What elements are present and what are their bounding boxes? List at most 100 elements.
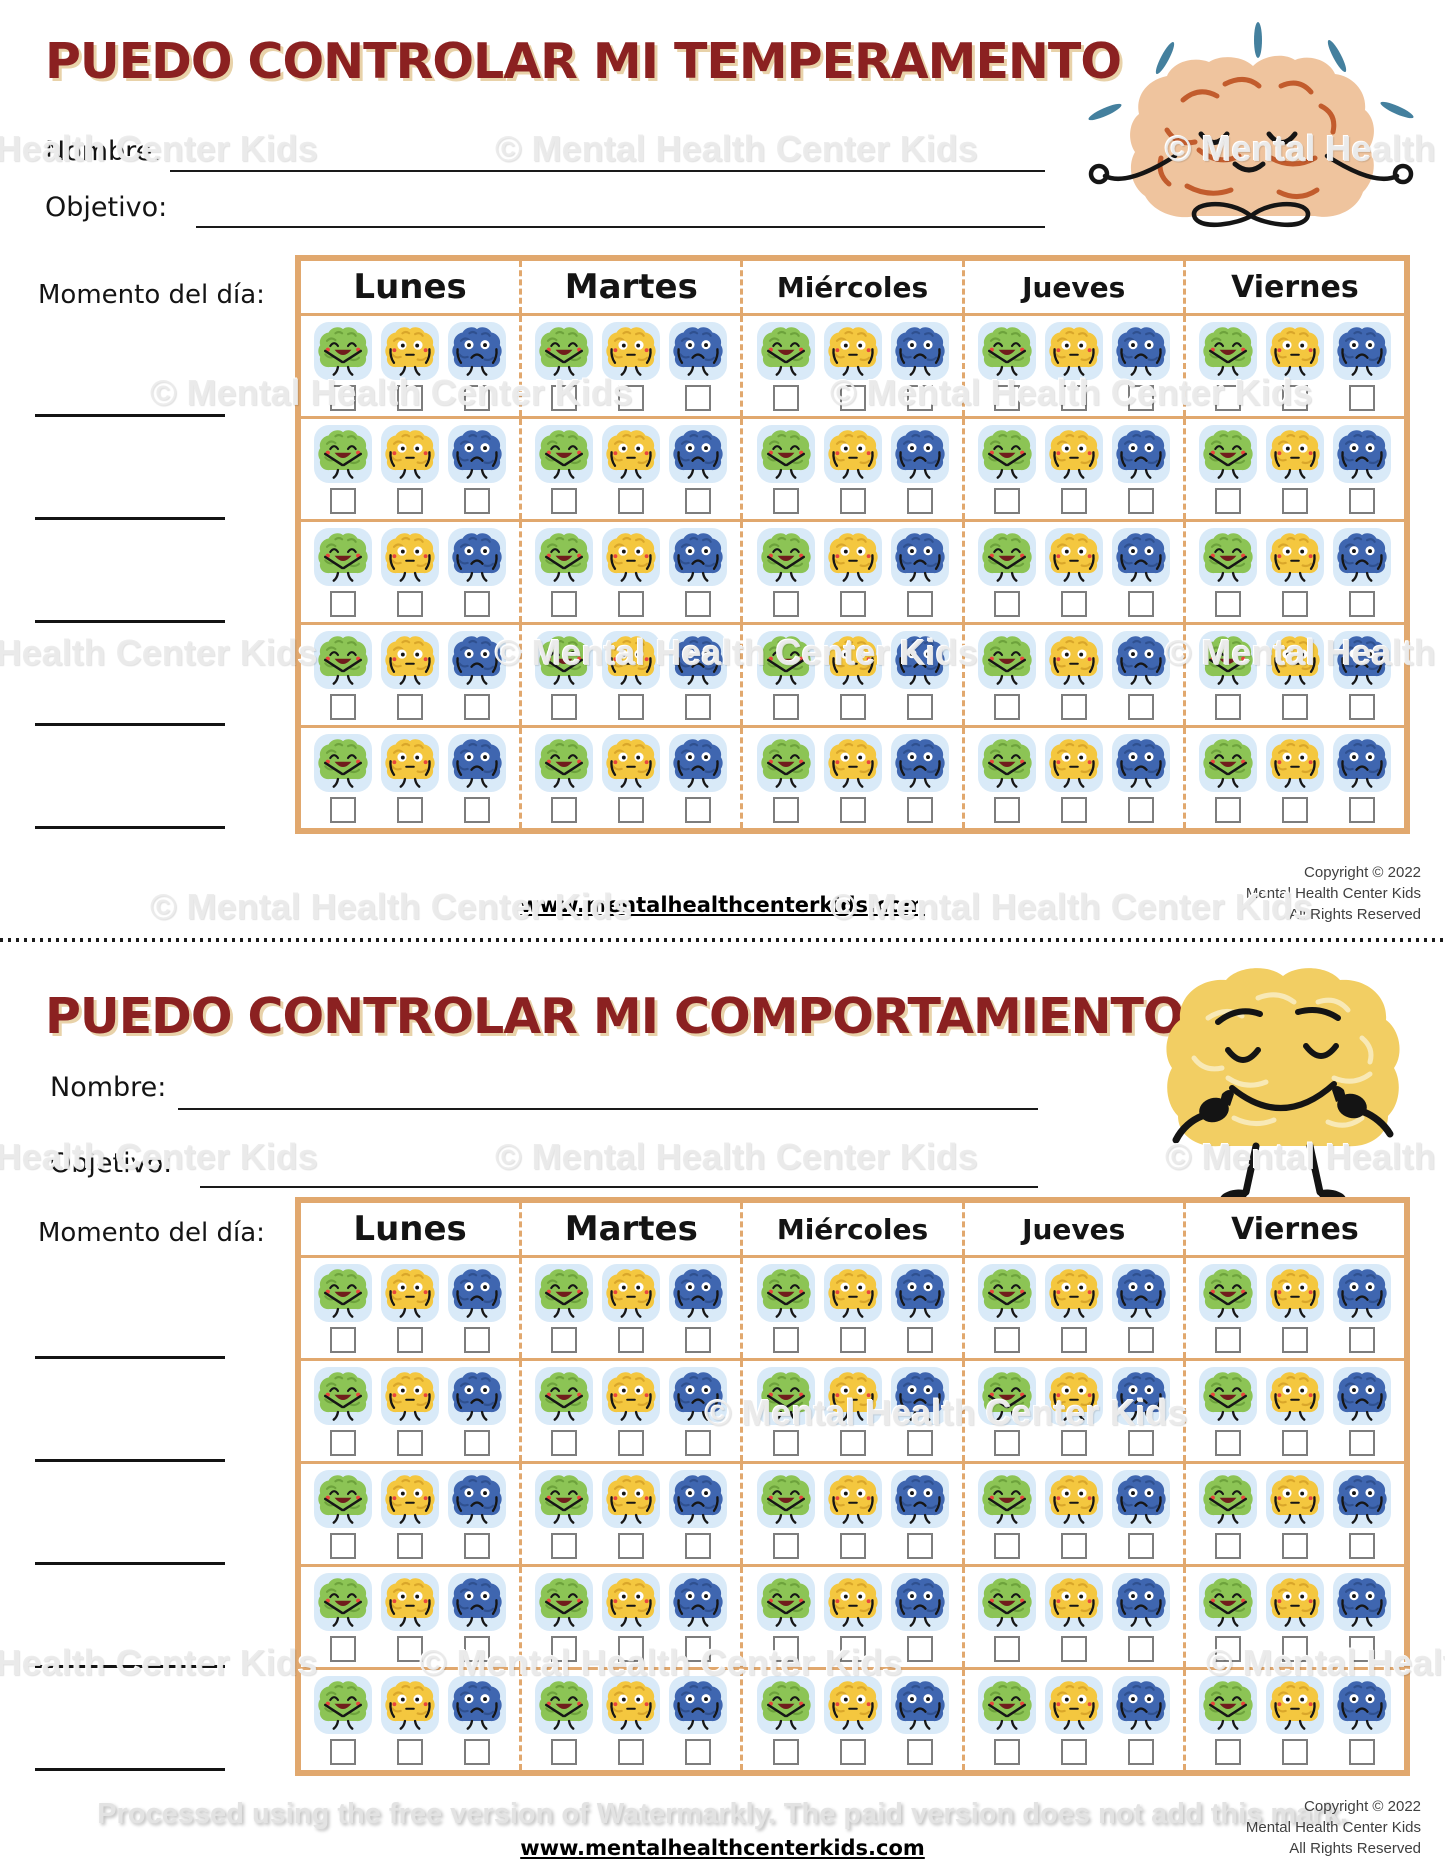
neutral-brain-checkbox[interactable] [397, 590, 424, 617]
happy-brain-checkbox[interactable] [993, 796, 1020, 823]
happy-brain-checkbox[interactable] [1214, 1738, 1241, 1765]
neutral-brain-checkbox[interactable] [1281, 1738, 1308, 1765]
sad-brain-checkbox[interactable] [464, 384, 491, 411]
sad-brain-checkbox[interactable] [464, 590, 491, 617]
neutral-brain-checkbox[interactable] [839, 590, 866, 617]
happy-brain-checkbox[interactable] [551, 796, 578, 823]
time-of-day-line[interactable] [35, 517, 225, 520]
sad-brain-checkbox[interactable] [1348, 1532, 1375, 1559]
sad-brain-checkbox[interactable] [1127, 796, 1154, 823]
sad-brain-checkbox[interactable] [685, 590, 712, 617]
sad-brain-checkbox[interactable] [906, 796, 933, 823]
sad-brain-checkbox[interactable] [1127, 693, 1154, 720]
neutral-brain-checkbox[interactable] [1060, 1326, 1087, 1353]
sad-brain-checkbox[interactable] [906, 1429, 933, 1456]
happy-brain-checkbox[interactable] [772, 1635, 799, 1662]
neutral-brain-checkbox[interactable] [1060, 590, 1087, 617]
neutral-brain-checkbox[interactable] [618, 1429, 645, 1456]
neutral-brain-checkbox[interactable] [1281, 1532, 1308, 1559]
sad-brain-checkbox[interactable] [1127, 1635, 1154, 1662]
neutral-brain-checkbox[interactable] [1281, 384, 1308, 411]
happy-brain-checkbox[interactable] [772, 487, 799, 514]
neutral-brain-checkbox[interactable] [839, 1326, 866, 1353]
website-link[interactable]: www.mentalhealthcenterkids.com [520, 893, 925, 917]
neutral-brain-checkbox[interactable] [618, 590, 645, 617]
happy-brain-checkbox[interactable] [330, 1429, 357, 1456]
sad-brain-checkbox[interactable] [1348, 1429, 1375, 1456]
happy-brain-checkbox[interactable] [1214, 693, 1241, 720]
neutral-brain-checkbox[interactable] [839, 796, 866, 823]
sad-brain-checkbox[interactable] [906, 384, 933, 411]
sad-brain-checkbox[interactable] [1348, 1738, 1375, 1765]
neutral-brain-checkbox[interactable] [1060, 1429, 1087, 1456]
neutral-brain-checkbox[interactable] [1281, 487, 1308, 514]
neutral-brain-checkbox[interactable] [1060, 1532, 1087, 1559]
neutral-brain-checkbox[interactable] [839, 1635, 866, 1662]
sad-brain-checkbox[interactable] [464, 1326, 491, 1353]
sad-brain-checkbox[interactable] [685, 1532, 712, 1559]
happy-brain-checkbox[interactable] [551, 384, 578, 411]
sad-brain-checkbox[interactable] [906, 590, 933, 617]
neutral-brain-checkbox[interactable] [1060, 693, 1087, 720]
neutral-brain-checkbox[interactable] [839, 693, 866, 720]
sad-brain-checkbox[interactable] [1348, 796, 1375, 823]
neutral-brain-checkbox[interactable] [397, 1738, 424, 1765]
sad-brain-checkbox[interactable] [685, 487, 712, 514]
neutral-brain-checkbox[interactable] [839, 384, 866, 411]
sad-brain-checkbox[interactable] [685, 693, 712, 720]
sad-brain-checkbox[interactable] [1348, 1326, 1375, 1353]
happy-brain-checkbox[interactable] [551, 1429, 578, 1456]
neutral-brain-checkbox[interactable] [1281, 1429, 1308, 1456]
happy-brain-checkbox[interactable] [330, 796, 357, 823]
sad-brain-checkbox[interactable] [685, 1326, 712, 1353]
sad-brain-checkbox[interactable] [1348, 384, 1375, 411]
time-of-day-line[interactable] [35, 723, 225, 726]
sad-brain-checkbox[interactable] [1348, 693, 1375, 720]
time-of-day-line[interactable] [35, 414, 225, 417]
sad-brain-checkbox[interactable] [906, 1326, 933, 1353]
sad-brain-checkbox[interactable] [906, 1635, 933, 1662]
sad-brain-checkbox[interactable] [1348, 590, 1375, 617]
sad-brain-checkbox[interactable] [464, 1429, 491, 1456]
sad-brain-checkbox[interactable] [1127, 1738, 1154, 1765]
sad-brain-checkbox[interactable] [685, 384, 712, 411]
sad-brain-checkbox[interactable] [1348, 1635, 1375, 1662]
neutral-brain-checkbox[interactable] [397, 796, 424, 823]
sad-brain-checkbox[interactable] [1348, 487, 1375, 514]
happy-brain-checkbox[interactable] [1214, 1635, 1241, 1662]
time-of-day-line[interactable] [35, 1665, 225, 1668]
happy-brain-checkbox[interactable] [551, 1532, 578, 1559]
happy-brain-checkbox[interactable] [993, 1429, 1020, 1456]
happy-brain-checkbox[interactable] [772, 693, 799, 720]
happy-brain-checkbox[interactable] [993, 1326, 1020, 1353]
time-of-day-line[interactable] [35, 1562, 225, 1565]
neutral-brain-checkbox[interactable] [1281, 590, 1308, 617]
goal-line[interactable] [200, 1186, 1038, 1188]
neutral-brain-checkbox[interactable] [618, 384, 645, 411]
sad-brain-checkbox[interactable] [464, 796, 491, 823]
neutral-brain-checkbox[interactable] [839, 1532, 866, 1559]
neutral-brain-checkbox[interactable] [618, 1532, 645, 1559]
neutral-brain-checkbox[interactable] [397, 384, 424, 411]
sad-brain-checkbox[interactable] [1127, 384, 1154, 411]
neutral-brain-checkbox[interactable] [397, 1429, 424, 1456]
happy-brain-checkbox[interactable] [1214, 487, 1241, 514]
happy-brain-checkbox[interactable] [1214, 590, 1241, 617]
happy-brain-checkbox[interactable] [993, 1635, 1020, 1662]
happy-brain-checkbox[interactable] [772, 590, 799, 617]
neutral-brain-checkbox[interactable] [397, 1326, 424, 1353]
happy-brain-checkbox[interactable] [551, 1738, 578, 1765]
happy-brain-checkbox[interactable] [551, 1635, 578, 1662]
neutral-brain-checkbox[interactable] [1060, 1738, 1087, 1765]
happy-brain-checkbox[interactable] [993, 384, 1020, 411]
neutral-brain-checkbox[interactable] [1281, 693, 1308, 720]
happy-brain-checkbox[interactable] [772, 1326, 799, 1353]
happy-brain-checkbox[interactable] [330, 384, 357, 411]
sad-brain-checkbox[interactable] [1127, 1429, 1154, 1456]
happy-brain-checkbox[interactable] [330, 1326, 357, 1353]
neutral-brain-checkbox[interactable] [839, 1429, 866, 1456]
neutral-brain-checkbox[interactable] [1281, 796, 1308, 823]
happy-brain-checkbox[interactable] [551, 1326, 578, 1353]
sad-brain-checkbox[interactable] [906, 693, 933, 720]
happy-brain-checkbox[interactable] [330, 590, 357, 617]
